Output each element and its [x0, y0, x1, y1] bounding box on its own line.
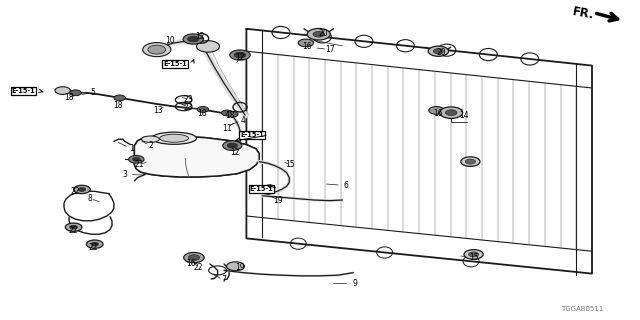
Circle shape	[468, 252, 479, 257]
Text: 18: 18	[226, 111, 235, 120]
Circle shape	[313, 31, 324, 37]
Circle shape	[464, 250, 483, 259]
Text: 12: 12	[195, 32, 204, 41]
Text: 12: 12	[230, 148, 239, 156]
Text: 19: 19	[235, 263, 245, 272]
Text: E-15-1: E-15-1	[12, 88, 35, 94]
Circle shape	[143, 43, 171, 57]
Ellipse shape	[160, 134, 189, 142]
Text: 15: 15	[285, 160, 295, 169]
Text: 18: 18	[197, 109, 206, 118]
Text: 12: 12	[236, 53, 244, 62]
Text: 4: 4	[241, 116, 246, 124]
Circle shape	[184, 252, 204, 263]
Text: 16: 16	[433, 109, 444, 118]
Circle shape	[91, 242, 99, 246]
Text: 20: 20	[436, 48, 447, 57]
Circle shape	[183, 34, 204, 44]
Circle shape	[429, 107, 444, 114]
Circle shape	[55, 87, 70, 94]
Text: 16: 16	[186, 260, 196, 268]
Text: 23: 23	[184, 95, 194, 104]
Circle shape	[114, 95, 125, 101]
Text: 11: 11	[223, 124, 232, 132]
Circle shape	[148, 45, 166, 54]
Circle shape	[70, 90, 81, 96]
Circle shape	[132, 157, 140, 161]
Text: E-15-1: E-15-1	[240, 132, 264, 138]
Text: 18: 18	[65, 93, 74, 102]
Circle shape	[197, 107, 209, 112]
Circle shape	[440, 107, 463, 118]
Text: 22: 22	[88, 244, 97, 252]
Circle shape	[227, 111, 238, 117]
Text: 5: 5	[90, 88, 95, 97]
Text: 18: 18	[114, 101, 123, 110]
Text: 1: 1	[129, 144, 134, 153]
Text: 23: 23	[184, 103, 194, 112]
Text: 6: 6	[343, 181, 348, 190]
Text: 2: 2	[148, 141, 153, 150]
Text: 3: 3	[122, 170, 127, 179]
Ellipse shape	[141, 136, 159, 142]
Text: 22: 22	[69, 226, 78, 235]
Circle shape	[234, 52, 246, 58]
Text: 10: 10	[164, 36, 175, 44]
Circle shape	[223, 141, 242, 150]
Polygon shape	[134, 136, 259, 177]
Text: 7: 7	[221, 276, 227, 284]
Text: 22: 22	[194, 263, 203, 272]
Circle shape	[74, 185, 90, 194]
Circle shape	[445, 110, 457, 116]
Circle shape	[428, 46, 449, 56]
Circle shape	[188, 255, 200, 260]
Circle shape	[433, 49, 444, 54]
Text: 16: 16	[301, 42, 312, 51]
Text: 8: 8	[87, 194, 92, 203]
Text: E-15-1: E-15-1	[163, 61, 187, 67]
Text: 13: 13	[153, 106, 163, 115]
Text: FR.: FR.	[572, 5, 595, 22]
Circle shape	[78, 188, 86, 191]
Text: 17: 17	[324, 45, 335, 54]
Circle shape	[221, 110, 233, 116]
Circle shape	[227, 143, 237, 148]
Circle shape	[196, 41, 220, 52]
Circle shape	[188, 36, 199, 42]
Circle shape	[307, 28, 330, 40]
Circle shape	[129, 156, 144, 163]
Circle shape	[230, 50, 250, 60]
Circle shape	[461, 157, 480, 166]
Ellipse shape	[152, 132, 196, 144]
Text: 22: 22	[71, 188, 80, 196]
Circle shape	[227, 262, 244, 271]
Circle shape	[298, 39, 314, 47]
Text: E-15-1: E-15-1	[250, 186, 273, 192]
Circle shape	[70, 225, 77, 229]
Text: 19: 19	[273, 196, 284, 204]
Circle shape	[465, 159, 476, 164]
Text: 14: 14	[459, 111, 469, 120]
Text: 9: 9	[353, 279, 358, 288]
Text: 21: 21	[135, 160, 144, 169]
Text: 15: 15	[468, 253, 479, 262]
Circle shape	[65, 223, 82, 231]
Text: TGGAB0511: TGGAB0511	[561, 306, 604, 312]
Circle shape	[86, 240, 103, 248]
Text: 20: 20	[318, 29, 328, 38]
